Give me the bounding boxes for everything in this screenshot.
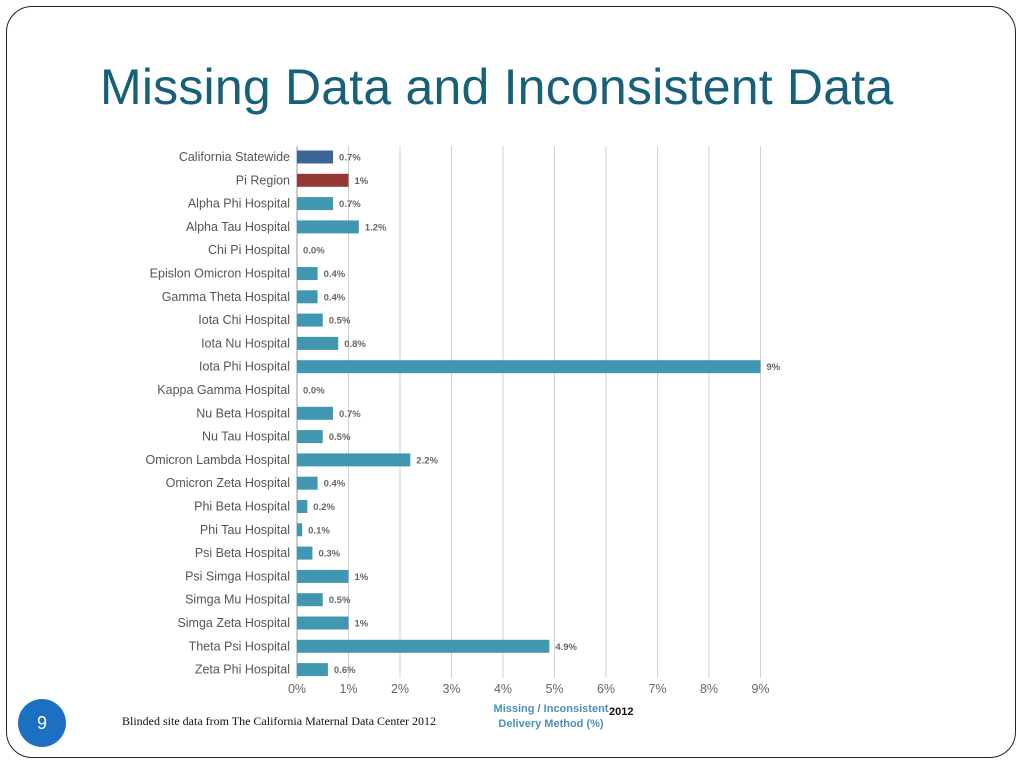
value-label: 0.2% bbox=[313, 502, 335, 513]
value-label: 0.0% bbox=[303, 246, 325, 257]
bar bbox=[297, 406, 334, 420]
bar bbox=[297, 546, 313, 560]
x-tick-label: 3% bbox=[442, 682, 460, 696]
bar bbox=[297, 360, 761, 374]
category-label: Omicron Zeta Hospital bbox=[166, 476, 290, 490]
bar bbox=[297, 453, 411, 467]
value-label: 0.4% bbox=[324, 479, 346, 490]
category-label: Gamma Theta Hospital bbox=[162, 290, 290, 304]
value-label: 0.5% bbox=[329, 316, 351, 327]
bar bbox=[297, 220, 359, 234]
category-label: Iota Nu Hospital bbox=[201, 336, 290, 350]
bar bbox=[297, 663, 328, 677]
value-label: 2.2% bbox=[416, 455, 438, 466]
category-label: Nu Beta Hospital bbox=[196, 406, 290, 420]
bar bbox=[297, 523, 303, 537]
category-label: Psi Simga Hospital bbox=[185, 569, 290, 583]
slide-title: Missing Data and Inconsistent Data bbox=[100, 59, 894, 115]
value-label: 1% bbox=[355, 619, 369, 630]
bar bbox=[297, 267, 318, 280]
value-label: 1% bbox=[355, 572, 369, 583]
x-tick-label: 4% bbox=[494, 682, 512, 696]
value-label: 0.7% bbox=[339, 153, 361, 164]
bar bbox=[297, 500, 308, 513]
value-label: 0.5% bbox=[329, 432, 351, 443]
value-label: 0.1% bbox=[308, 525, 330, 536]
x-tick-label: 8% bbox=[700, 682, 718, 696]
category-label: Epislon Omicron Hospital bbox=[150, 267, 290, 281]
value-label: 0.4% bbox=[324, 292, 346, 303]
x-tick-label: 1% bbox=[339, 682, 357, 696]
value-label: 4.9% bbox=[555, 642, 577, 653]
value-label: 9% bbox=[767, 362, 781, 373]
category-label: Zeta Phi Hospital bbox=[195, 663, 290, 677]
category-label: Chi Pi Hospital bbox=[208, 243, 290, 257]
bar bbox=[297, 639, 550, 653]
value-label: 0.6% bbox=[334, 665, 356, 676]
bar bbox=[297, 593, 323, 607]
value-label: 0.7% bbox=[339, 199, 361, 210]
category-label: Phi Beta Hospital bbox=[194, 500, 290, 514]
category-label: Nu Tau Hospital bbox=[202, 430, 290, 444]
x-tick-label: 2% bbox=[391, 682, 409, 696]
x-tick-label: 7% bbox=[648, 682, 666, 696]
category-label: Simga Zeta Hospital bbox=[177, 616, 290, 630]
year-label: 2012 bbox=[609, 706, 634, 718]
value-label: 0.0% bbox=[303, 386, 325, 397]
slide-frame bbox=[6, 6, 1016, 758]
bar bbox=[297, 616, 349, 630]
x-axis-title: Missing / Inconsistent Delivery Method (… bbox=[466, 702, 636, 732]
value-label: 0.7% bbox=[339, 409, 361, 420]
category-label: Omicron Lambda Hospital bbox=[145, 453, 290, 467]
value-label: 0.5% bbox=[329, 595, 351, 606]
bar bbox=[297, 290, 318, 304]
category-label: Phi Tau Hospital bbox=[200, 523, 290, 537]
page-number-badge: 9 bbox=[18, 699, 66, 747]
category-label: Theta Psi Hospital bbox=[189, 639, 290, 653]
value-label: 1.2% bbox=[365, 222, 387, 233]
category-label: California Statewide bbox=[179, 150, 290, 164]
x-axis-title-line1: Missing / Inconsistent bbox=[493, 703, 609, 715]
category-label: Alpha Tau Hospital bbox=[186, 220, 290, 234]
category-label: Pi Region bbox=[236, 173, 290, 187]
bar bbox=[297, 430, 323, 444]
category-label: Simga Mu Hospital bbox=[185, 593, 290, 607]
x-tick-label: 6% bbox=[597, 682, 615, 696]
bar bbox=[297, 313, 323, 327]
value-label: 0.8% bbox=[344, 339, 366, 350]
x-tick-label: 5% bbox=[545, 682, 563, 696]
bar bbox=[297, 173, 349, 187]
x-tick-label: 9% bbox=[751, 682, 769, 696]
category-label: Psi Beta Hospital bbox=[195, 546, 290, 560]
category-label: Alpha Phi Hospital bbox=[188, 197, 290, 211]
source-footnote: Blinded site data from The California Ma… bbox=[122, 714, 437, 728]
x-tick-label: 0% bbox=[288, 682, 306, 696]
bar bbox=[297, 197, 334, 211]
value-label: 1% bbox=[355, 176, 369, 187]
x-axis-title-line2: Delivery Method (%) bbox=[498, 718, 604, 730]
bar bbox=[297, 150, 334, 164]
category-label: Kappa Gamma Hospital bbox=[157, 383, 290, 397]
category-label: Iota Phi Hospital bbox=[199, 360, 290, 374]
bar bbox=[297, 336, 339, 350]
value-label: 0.3% bbox=[318, 549, 340, 560]
bar bbox=[297, 569, 349, 583]
category-label: Iota Chi Hospital bbox=[198, 313, 290, 327]
value-label: 0.4% bbox=[324, 269, 346, 280]
bar bbox=[297, 476, 318, 490]
